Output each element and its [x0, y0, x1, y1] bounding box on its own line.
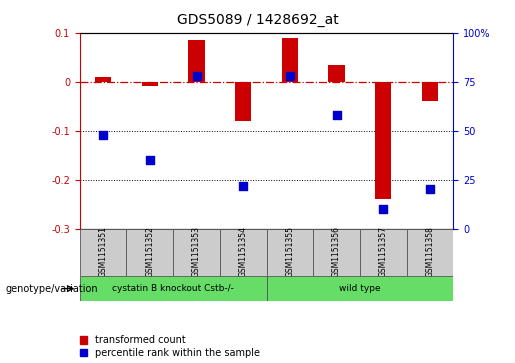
Point — [426, 187, 434, 192]
Text: genotype/variation: genotype/variation — [5, 284, 98, 294]
FancyBboxPatch shape — [80, 229, 127, 276]
FancyBboxPatch shape — [173, 229, 220, 276]
Text: GSM1151352: GSM1151352 — [145, 226, 154, 277]
Point — [332, 112, 340, 118]
FancyBboxPatch shape — [313, 229, 360, 276]
Text: GSM1151355: GSM1151355 — [285, 226, 295, 277]
FancyBboxPatch shape — [80, 276, 267, 301]
FancyBboxPatch shape — [360, 229, 406, 276]
Bar — [95, 77, 111, 82]
Text: cystatin B knockout Cstb-/-: cystatin B knockout Cstb-/- — [112, 284, 234, 293]
Bar — [142, 82, 158, 86]
Point — [99, 132, 107, 138]
Text: GSM1151351: GSM1151351 — [99, 226, 108, 277]
FancyBboxPatch shape — [267, 229, 313, 276]
FancyBboxPatch shape — [267, 276, 453, 301]
Legend: transformed count, percentile rank within the sample: transformed count, percentile rank withi… — [79, 335, 260, 358]
Text: GSM1151353: GSM1151353 — [192, 226, 201, 277]
Bar — [235, 82, 251, 121]
FancyBboxPatch shape — [220, 229, 267, 276]
Point — [379, 206, 387, 212]
Bar — [375, 82, 391, 199]
Text: GSM1151356: GSM1151356 — [332, 226, 341, 277]
Text: GSM1151354: GSM1151354 — [238, 226, 248, 277]
Point — [286, 73, 294, 79]
Point — [239, 183, 247, 188]
Bar — [422, 82, 438, 101]
Text: GSM1151358: GSM1151358 — [425, 226, 434, 277]
Bar — [188, 40, 204, 82]
Point — [193, 73, 201, 79]
Bar — [282, 38, 298, 82]
Text: GSM1151357: GSM1151357 — [379, 226, 388, 277]
FancyBboxPatch shape — [127, 229, 173, 276]
Bar — [329, 65, 345, 82]
Text: wild type: wild type — [339, 284, 381, 293]
Text: GDS5089 / 1428692_at: GDS5089 / 1428692_at — [177, 13, 338, 27]
FancyBboxPatch shape — [406, 229, 453, 276]
Point — [146, 157, 154, 163]
